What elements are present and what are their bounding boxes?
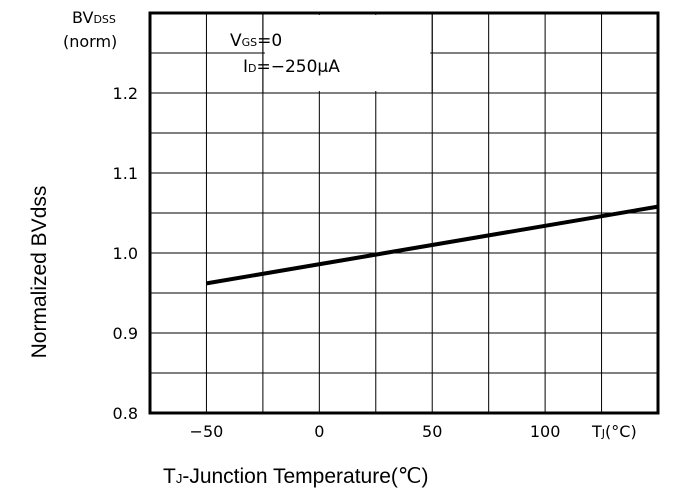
x-tick-label: 100 <box>530 422 561 441</box>
plot-frame <box>148 11 660 415</box>
y-unit-norm: (norm) <box>63 32 117 51</box>
x-tick-label: −50 <box>190 422 224 441</box>
x-tick-label: 0 <box>314 422 324 441</box>
y-tick-label: 1.0 <box>113 244 138 263</box>
series <box>206 204 659 286</box>
y-unit-label: BVDSS <box>72 8 116 27</box>
y-tick-label: 0.9 <box>113 324 138 343</box>
tick-labels: 0.8 0.9 1.0 1.1 1.2 −50 0 50 100 <box>113 84 561 441</box>
grid <box>150 13 658 413</box>
annotation-vgs: VGS=0 <box>230 31 282 51</box>
y-tick-label: 1.2 <box>113 84 138 103</box>
y-axis-title: Normalized BVdss <box>28 186 51 359</box>
x-unit-label: TJ(°C) <box>591 422 637 441</box>
x-axis-title: TJ-Junction Temperature(℃) <box>163 465 428 488</box>
annotation-id: ID=−250μA <box>243 57 340 77</box>
y-tick-label: 0.8 <box>113 404 138 423</box>
x-tick-label: 50 <box>422 422 442 441</box>
annotation-box <box>264 15 431 91</box>
series-line <box>206 204 659 286</box>
y-tick-label: 1.1 <box>113 164 138 183</box>
